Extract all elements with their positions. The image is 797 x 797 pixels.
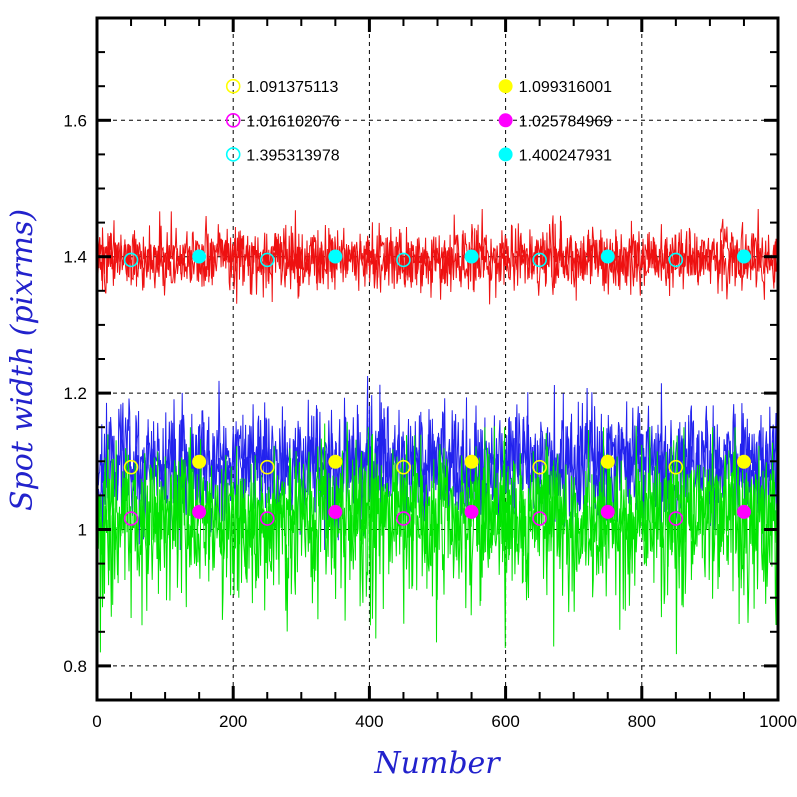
yellow-filled-marker [328,454,343,469]
yellow-filled-marker [192,454,207,469]
legend-filled-marker [498,113,513,128]
cyan-filled-marker [600,249,615,264]
legend-value-label: 1.395313978 [246,147,340,164]
cyan-open-marker [668,252,684,268]
x-tick-label: 1000 [759,712,797,731]
legend: 1.091375113 1.016102076 1.395313978 1.09931… [225,78,613,164]
magenta-filled-marker [464,504,479,519]
marker-layer [123,249,751,526]
legend-open-marker [225,78,241,94]
magenta-open-marker [123,511,139,526]
cyan-open-marker [396,252,411,268]
magenta-open-marker [668,511,684,526]
x-tick-label: 0 [92,712,101,731]
yellow-open-marker [259,459,275,475]
magenta-filled-marker [736,504,751,519]
legend-filled-marker [498,79,513,94]
magenta-filled-marker [192,504,207,519]
x-tick-label: 400 [355,712,383,731]
cyan-open-marker [259,252,275,268]
cyan-open-marker [123,252,139,268]
cyan-filled-marker [192,249,207,264]
magenta-filled-marker [600,504,615,519]
series-layer [97,208,778,655]
yellow-open-marker [396,459,411,475]
magenta-filled-marker [328,504,343,519]
y-tick-label: 1.4 [63,248,87,267]
y-tick-label: 1 [78,521,87,540]
yellow-open-marker [532,459,547,475]
series-blue-trace-high [97,380,778,551]
yellow-filled-marker [736,454,751,469]
x-axis-title: Number [373,746,501,781]
legend-value-label: 1.091375113 [246,79,338,96]
cyan-open-marker [532,252,547,268]
legend-value-label: 1.025784969 [519,113,613,130]
legend-value-label: 1.400247931 [519,147,613,164]
yellow-open-marker [123,459,139,475]
x-tick-label: 600 [491,712,519,731]
magenta-open-marker [259,511,275,526]
y-axis-title: Spot width (pixrms) [5,209,40,511]
legend-value-label: 1.099316001 [519,79,613,96]
yellow-open-marker [668,459,684,475]
legend-open-marker [225,113,241,128]
cyan-filled-marker [464,249,479,264]
cyan-filled-marker [736,249,751,264]
x-tick-label: 800 [628,712,656,731]
cyan-filled-marker [328,249,343,264]
tick-labels: 0 200 400 600 800 1000 0.8 1 1.2 1.4 1.6 [63,111,797,731]
legend-filled-marker [498,147,513,162]
plot-frame [95,16,780,702]
y-tick-label: 0.8 [63,657,87,676]
yellow-filled-marker [464,454,479,469]
y-tick-label: 1.6 [63,111,87,130]
y-tick-label: 1.2 [63,384,87,403]
legend-open-marker [225,147,241,162]
magenta-open-marker [532,511,547,526]
legend-value-label: 1.016102076 [246,113,340,130]
yellow-filled-marker [600,454,615,469]
x-tick-label: 200 [219,712,247,731]
magenta-open-marker [396,511,411,526]
series-green-trace-high [97,421,778,649]
series-red-trace-high [97,208,778,303]
